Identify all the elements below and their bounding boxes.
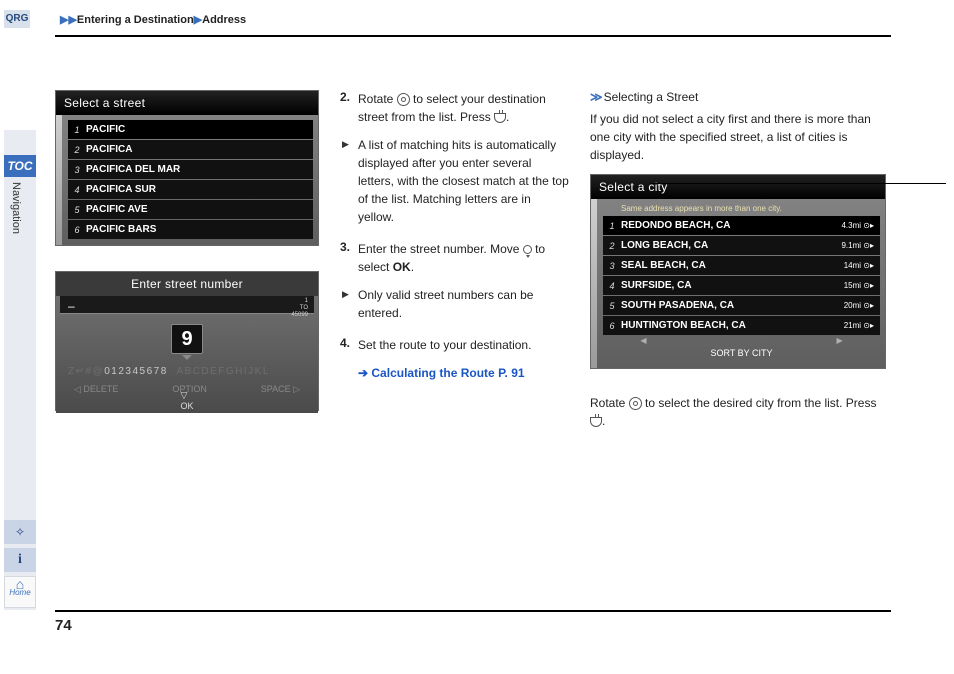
- list-item: 2PACIFICA: [68, 140, 313, 159]
- screen-select-city: Select a city Same address appears in mo…: [590, 174, 886, 369]
- page-number: 74: [55, 617, 72, 634]
- pointer-icon: [182, 355, 192, 360]
- ok-label: ▽OK: [180, 390, 193, 411]
- screen-title: Select a city: [591, 175, 885, 199]
- press-dial-icon: [590, 417, 602, 427]
- chrome-side: [56, 115, 62, 245]
- step-2: 2. Rotate to select your destination str…: [340, 90, 570, 132]
- chrome-side: [591, 199, 597, 368]
- list-item: 5SOUTH PASADENA, CA20mi ⊙▸: [603, 296, 880, 315]
- screen-subtitle: Same address appears in more than one ci…: [603, 204, 880, 216]
- home-icon[interactable]: ⌂Home: [4, 576, 36, 608]
- delete-key: ◁ DELETE: [74, 384, 118, 395]
- voice-icon[interactable]: ✧: [4, 520, 36, 544]
- list-item: 3PACIFICA DEL MAR: [68, 160, 313, 179]
- list-item: 2LONG BEACH, CA9.1mi ⊙▸: [603, 236, 880, 255]
- step-3-sub: Only valid street numbers can be entered…: [340, 286, 570, 322]
- chevron-icon: ▶▶: [60, 14, 77, 26]
- sort-label: SORT BY CITY: [603, 345, 880, 363]
- step-4: 4. Set the route to your destination.: [340, 336, 570, 360]
- screen-enter-number: Enter street number – 1TO45099 9 Z↵#@012…: [55, 271, 319, 411]
- screen-title: Enter street number: [56, 272, 318, 296]
- list-item: 4SURFSIDE, CA15mi ⊙▸: [603, 276, 880, 295]
- section-label: Navigation: [10, 182, 22, 234]
- cursor: –: [68, 299, 75, 313]
- screens-column: Select a street 1PACIFIC2PACIFICA3PACIFI…: [55, 90, 320, 436]
- list-item: 4PACIFICA SUR: [68, 180, 313, 199]
- screen-select-street: Select a street 1PACIFIC2PACIFICA3PACIFI…: [55, 90, 319, 246]
- note-column: ≫Selecting a Street If you did not selec…: [590, 90, 886, 436]
- list-item: 6HUNTINGTON BEACH, CA21mi ⊙▸: [603, 316, 880, 335]
- press-dial-icon: [494, 113, 506, 123]
- note-heading: ≫Selecting a Street: [590, 90, 886, 104]
- list-item: 1REDONDO BEACH, CA4.3mi ⊙▸: [603, 216, 880, 235]
- char-wheel: Z↵#@012345678 ABCDEFGHIJKL: [68, 366, 270, 377]
- rotate-dial-icon: [397, 93, 410, 106]
- range-label: 1TO45099: [291, 298, 308, 319]
- xref-link[interactable]: ➔ Calculating the Route P. 91: [340, 364, 570, 382]
- rotate-dial-icon: [629, 397, 642, 410]
- sort-arrows: ◀▶: [603, 336, 880, 345]
- list-item: 1PACIFIC: [68, 120, 313, 139]
- list-item: 3SEAL BEACH, CA14mi ⊙▸: [603, 256, 880, 275]
- space-key: SPACE ▷: [261, 384, 300, 395]
- step-3: 3. Enter the street number. Move to sele…: [340, 240, 570, 282]
- rule-bottom: [55, 610, 891, 612]
- screen-caption: Rotate to select the desired city from t…: [590, 394, 886, 430]
- list-item: 5PACIFIC AVE: [68, 200, 313, 219]
- chevron-icon: ▶: [194, 14, 202, 26]
- step-2-sub: A list of matching hits is automatically…: [340, 136, 570, 226]
- note-body: If you did not select a city first and t…: [590, 110, 886, 164]
- rule-top: [55, 35, 891, 37]
- info-icon[interactable]: i: [4, 548, 36, 572]
- input-line: – 1TO45099: [60, 296, 314, 314]
- move-down-icon: [523, 245, 532, 254]
- left-rail: QRG TOC Navigation ✧ i ⌂Home: [0, 0, 40, 674]
- note-rule: [650, 183, 946, 184]
- breadcrumb: ▶▶Entering a Destination▶Address: [60, 13, 246, 26]
- selected-digit: 9: [171, 324, 203, 354]
- toc-tab[interactable]: TOC: [4, 155, 36, 177]
- screen-title: Select a street: [56, 91, 318, 115]
- qrg-tab[interactable]: QRG: [4, 10, 30, 28]
- list-item: 6PACIFIC BARS: [68, 220, 313, 239]
- instructions-column: 2. Rotate to select your destination str…: [340, 90, 570, 436]
